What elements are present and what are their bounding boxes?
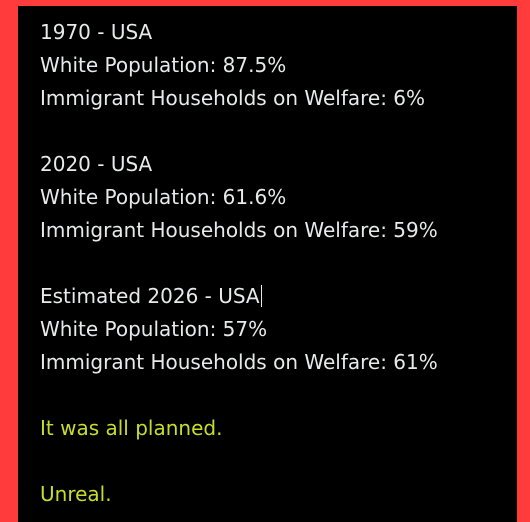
- spacer: [40, 115, 517, 148]
- closing-line-planned: It was all planned.: [40, 416, 223, 440]
- welfare-2026: Immigrant Households on Welfare: 61%: [40, 350, 438, 374]
- text-cursor: [260, 285, 262, 307]
- white-population-2026: White Population: 57%: [40, 317, 268, 341]
- spacer: [40, 379, 517, 412]
- heading-2026: Estimated 2026 - USA: [40, 284, 260, 308]
- heading-1970: 1970 - USA: [40, 20, 153, 44]
- heading-2020: 2020 - USA: [40, 152, 153, 176]
- spacer: [40, 445, 517, 478]
- welfare-1970: Immigrant Households on Welfare: 6%: [40, 86, 426, 110]
- white-population-1970: White Population: 87.5%: [40, 53, 287, 77]
- spacer: [40, 247, 517, 280]
- closing-line-unreal: Unreal.: [40, 482, 112, 506]
- welfare-2020: Immigrant Households on Welfare: 59%: [40, 218, 438, 242]
- post-text-area[interactable]: 1970 - USA White Population: 87.5% Immig…: [18, 6, 517, 522]
- white-population-2020: White Population: 61.6%: [40, 185, 287, 209]
- heading-2026-line: Estimated 2026 - USA: [40, 280, 517, 313]
